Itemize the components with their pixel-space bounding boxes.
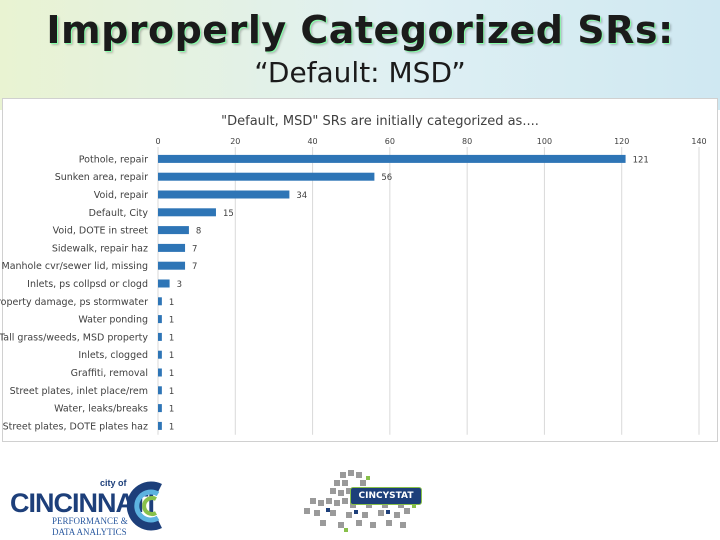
data-label: 1: [169, 369, 174, 379]
data-label: 8: [196, 227, 201, 237]
bar: [158, 297, 162, 306]
cincystat-badge: CINCYSTAT: [350, 487, 422, 505]
data-label: 3: [177, 280, 182, 290]
dept-line-1: PERFORMANCE &: [52, 516, 128, 526]
data-label: 15: [223, 209, 234, 219]
category-label: Void, repair: [94, 190, 148, 201]
bar: [158, 368, 162, 377]
category-label: Water, leaks/breaks: [54, 404, 148, 415]
data-label: 121: [633, 155, 649, 165]
category-label: Street plates, inlet place/rem: [10, 386, 148, 397]
x-tick-label: 80: [462, 137, 472, 146]
data-label: 1: [169, 351, 174, 361]
bar: [158, 208, 216, 217]
x-tick-label: 0: [155, 137, 160, 146]
data-label: 7: [192, 244, 197, 254]
title-banner: [0, 0, 720, 110]
data-label: 34: [296, 191, 307, 201]
category-label: Inlets, ps collpsd or clogd: [27, 279, 148, 290]
category-label: Tall grass/weeds, MSD property: [0, 332, 148, 343]
category-label: Default, City: [89, 208, 149, 219]
data-label: 1: [169, 298, 174, 308]
category-label: Sunken area, repair: [55, 172, 148, 183]
bar: [158, 154, 626, 163]
data-label: 7: [192, 262, 197, 272]
bar: [158, 243, 186, 252]
bar: [158, 315, 162, 324]
bar: [158, 190, 290, 199]
data-label: 1: [169, 387, 174, 397]
data-label: 1: [169, 316, 174, 326]
category-label: Manhole cvr/sewer lid, missing: [2, 261, 149, 272]
category-label: Graffiti, removal: [71, 368, 148, 379]
bar: [158, 279, 170, 288]
chart-title: "Default, MSD" SRs are initially categor…: [221, 114, 539, 129]
bar: [158, 350, 162, 359]
x-tick-label: 20: [230, 137, 240, 146]
x-tick-label: 140: [691, 137, 706, 146]
bar: [158, 226, 189, 235]
data-label: 56: [381, 173, 392, 183]
category-label: Sidewalk, repair haz: [52, 243, 148, 254]
bar: [158, 421, 162, 430]
bar: [158, 332, 162, 341]
data-label: 1: [169, 422, 174, 432]
bar: [158, 172, 375, 181]
bar: [158, 404, 162, 413]
x-tick-label: 40: [307, 137, 317, 146]
category-label: Water ponding: [78, 315, 148, 326]
category-label: Property damage, ps stormwater: [0, 297, 148, 308]
x-tick-label: 120: [614, 137, 629, 146]
slide-subtitle: “Default: MSD”: [254, 56, 466, 89]
data-label: 1: [169, 405, 174, 415]
category-label: Street plates, DOTE plates haz: [3, 421, 148, 432]
city-of-label: city of: [100, 478, 127, 488]
dept-line-2: DATA ANALYTICS: [52, 527, 127, 537]
slide-title: Improperly Categorized SRs:: [46, 8, 674, 52]
category-label: Void, DOTE in street: [53, 226, 149, 237]
category-label: Inlets, clogged: [78, 350, 148, 361]
bar: [158, 261, 186, 270]
category-label: Pothole, repair: [79, 154, 148, 165]
x-tick-label: 100: [537, 137, 552, 146]
x-tick-label: 60: [385, 137, 395, 146]
cincinnati-c-logo-icon: [126, 481, 162, 531]
data-label: 1: [169, 333, 174, 343]
cincystat-map-logo-icon: [304, 470, 416, 532]
bar: [158, 386, 162, 395]
